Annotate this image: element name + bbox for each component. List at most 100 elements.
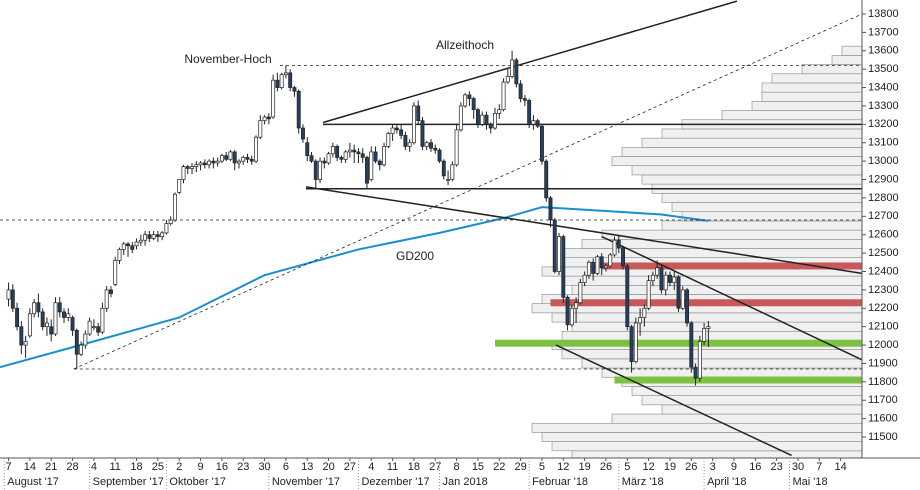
trendline (73, 13, 863, 370)
candle-body (446, 179, 451, 181)
candle-body (599, 256, 604, 269)
y-tick-label: 13300 (868, 100, 899, 112)
x-tick-label: 5 (539, 461, 545, 473)
candle-body (608, 254, 613, 267)
candle-body (633, 322, 638, 362)
x-tick-label: 25 (152, 461, 164, 473)
candle-body (211, 160, 216, 164)
candle-body (488, 123, 493, 129)
candle-body (241, 157, 246, 162)
x-tick-label: 20 (322, 461, 334, 473)
zone (601, 262, 862, 270)
candle-body (66, 313, 71, 318)
candle-body (582, 274, 587, 283)
gd200-line (0, 206, 709, 369)
candle-body (454, 129, 459, 166)
candle-body (518, 83, 523, 99)
candle-body (458, 105, 463, 131)
candle-body (326, 153, 331, 164)
trendline (601, 235, 863, 361)
axis-panel (862, 0, 920, 490)
candle-body (433, 147, 438, 151)
candle-body (32, 302, 37, 315)
candle-body (100, 307, 105, 333)
x-tick-label: 7 (5, 461, 11, 473)
candle-body (416, 105, 421, 122)
candle-body (113, 260, 118, 285)
candle-body (514, 59, 519, 85)
candle-body (202, 162, 207, 166)
candle-body (138, 239, 143, 243)
month-label: Oktober '17 (169, 476, 226, 488)
volume-bar (771, 73, 863, 84)
candle-body (386, 133, 391, 147)
candle-body (6, 289, 11, 300)
candle-body (292, 87, 297, 92)
candle-body (659, 267, 664, 291)
candle-body (271, 79, 276, 118)
candle-body (377, 160, 382, 166)
candle-body (561, 236, 566, 298)
y-tick-label: 12100 (868, 321, 899, 333)
candle-body (373, 151, 378, 162)
candle-body (36, 302, 41, 313)
x-tick-label: 18 (408, 461, 420, 473)
x-tick-label: 18 (130, 461, 142, 473)
candle-body (91, 326, 96, 329)
volume-bar (751, 101, 863, 111)
candle-body (629, 326, 634, 362)
candle-body (578, 282, 583, 304)
candle-body (309, 155, 314, 162)
volume-bar (611, 413, 863, 424)
y-tick-label: 13700 (868, 26, 899, 38)
x-tick-label: 26 (685, 461, 697, 473)
candle-body (237, 160, 241, 164)
candle-body (591, 261, 596, 274)
volume-bar (611, 156, 863, 167)
candle-body (109, 289, 113, 294)
x-tick-label: 8 (454, 461, 460, 473)
candle-body (663, 274, 668, 291)
candle-body (258, 120, 263, 138)
x-tick-label: 19 (578, 461, 590, 473)
candle-body (356, 151, 361, 155)
candle-body (164, 223, 169, 234)
month-label: Dezember '17 (361, 476, 429, 488)
candle-body (185, 166, 190, 169)
x-tick-label: 6 (283, 461, 289, 473)
month-label: November '17 (272, 476, 340, 488)
candle-body (347, 149, 352, 153)
candle-body (104, 289, 109, 309)
month-label: Jan 2018 (443, 476, 488, 488)
candle-body (40, 311, 45, 328)
candle-body (420, 120, 425, 147)
candle-body (83, 333, 88, 346)
x-tick-label: 23 (237, 461, 249, 473)
candle-body (702, 328, 707, 342)
candle-body (672, 276, 677, 283)
candle-body (147, 234, 152, 239)
x-tick-label: 16 (216, 461, 228, 473)
candle-body (275, 79, 280, 88)
volume-bar (661, 220, 863, 231)
y-tick-label: 12500 (868, 247, 899, 259)
candle-body (646, 280, 651, 309)
volume-bar (681, 211, 863, 222)
candle-body (471, 98, 476, 110)
annotation: GD200 (396, 249, 434, 263)
annotation: November-Hoch (184, 52, 271, 66)
zone (614, 376, 862, 384)
x-tick-label: 23 (771, 461, 783, 473)
y-tick-label: 11900 (868, 357, 898, 369)
candle-body (505, 76, 510, 83)
x-tick-label: 14 (835, 461, 847, 473)
candle-body (87, 320, 92, 335)
annotation: Allzeithoch (436, 38, 494, 52)
trendline (305, 186, 863, 275)
zone (495, 339, 862, 347)
volume-bar (571, 321, 863, 332)
candle-body (625, 265, 630, 328)
x-tick-label: 13 (301, 461, 313, 473)
candle-body (266, 116, 271, 120)
x-tick-label: 11 (387, 461, 398, 473)
